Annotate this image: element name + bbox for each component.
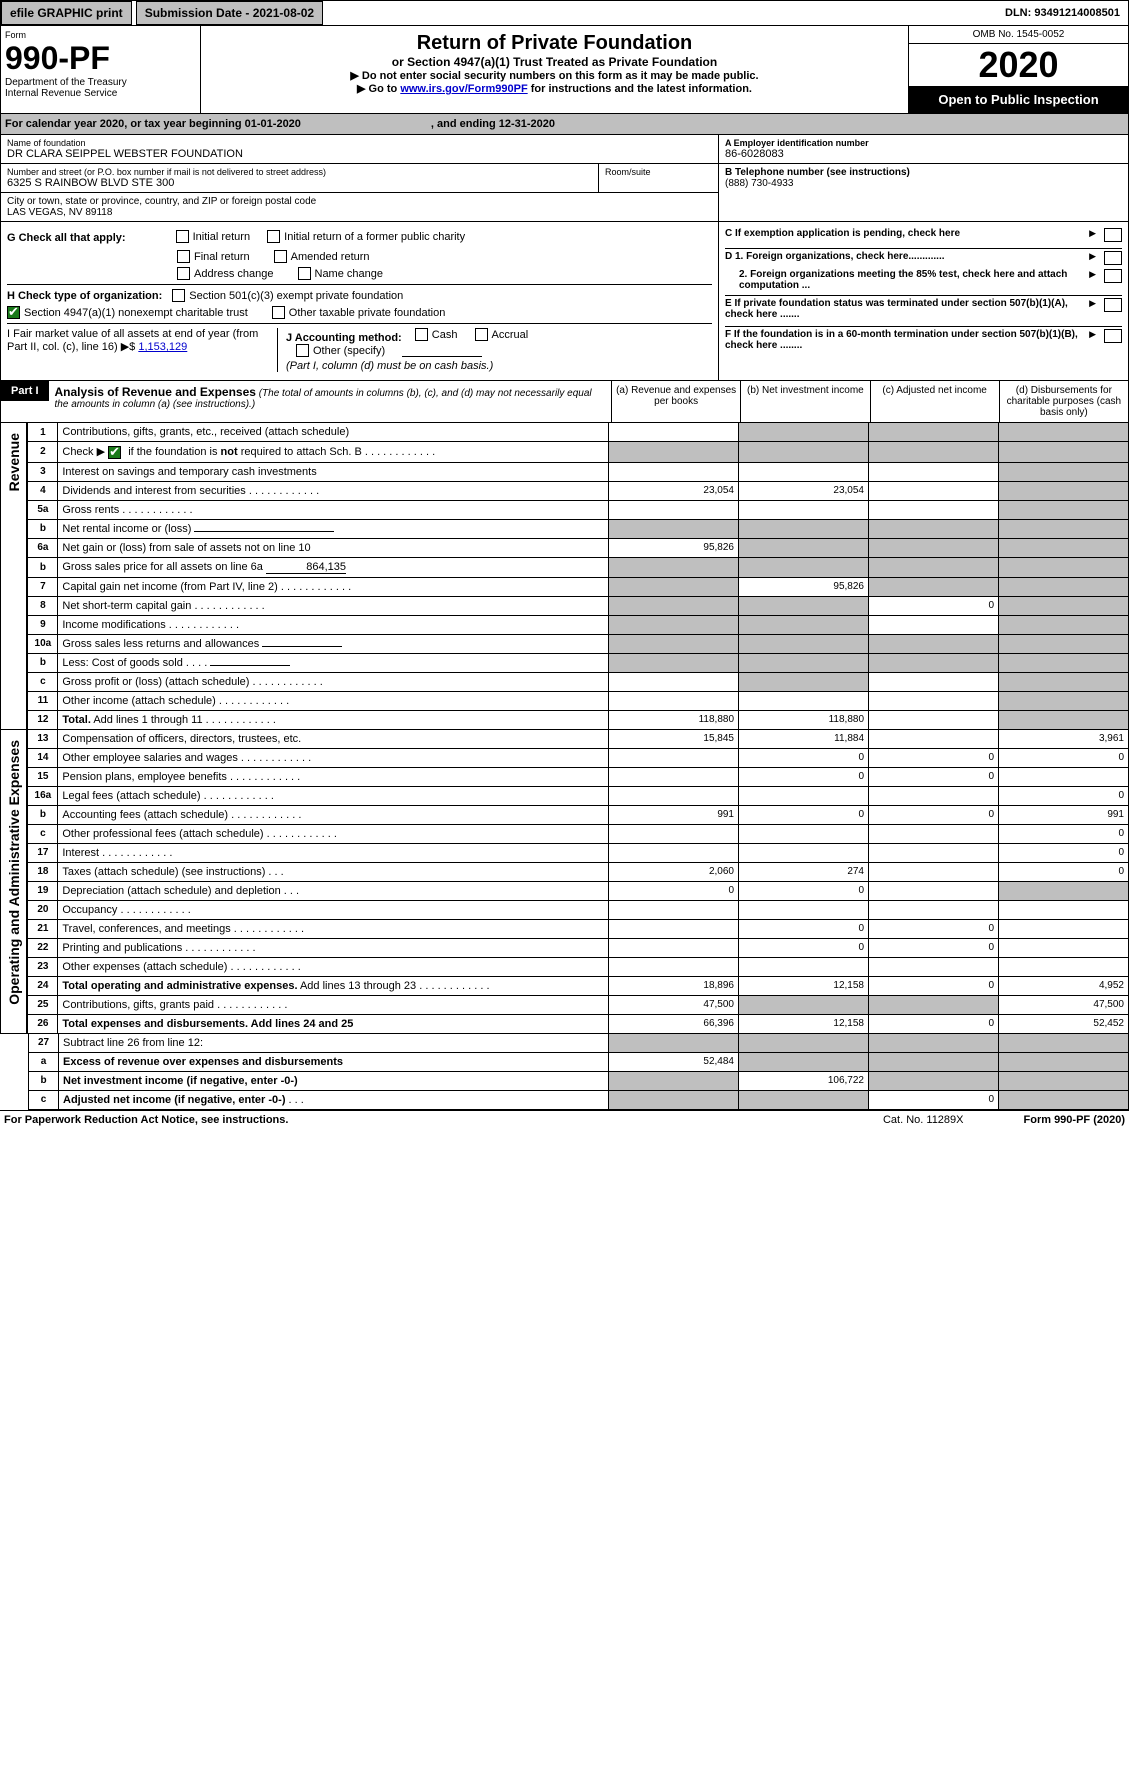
inst-1: ▶ Do not enter social security numbers o…	[350, 70, 758, 82]
footer-mid: Cat. No. 11289X	[883, 1114, 964, 1126]
f-checkbox[interactable]	[1104, 329, 1122, 343]
c-checkbox[interactable]	[1104, 228, 1122, 242]
d1-text: D 1. Foreign organizations, check here..…	[725, 251, 945, 262]
initial-return-checkbox[interactable]	[176, 230, 189, 243]
col-d: (d) Disbursements for charitable purpose…	[999, 381, 1128, 422]
g-label: G Check all that apply:	[7, 232, 126, 244]
inst-2-pre: ▶ Go to	[357, 83, 400, 95]
part1-label: Part I	[1, 381, 49, 401]
part1-header: Part I Analysis of Revenue and Expenses …	[0, 381, 1129, 423]
addr-label: Number and street (or P.O. box number if…	[7, 167, 592, 177]
initial-former-checkbox[interactable]	[267, 230, 280, 243]
tel-label: B Telephone number (see instructions)	[725, 167, 910, 178]
final-return-checkbox[interactable]	[177, 250, 190, 263]
revenue-section: Revenue 1Contributions, gifts, grants, e…	[0, 423, 1129, 730]
opex-table: 13Compensation of officers, directors, t…	[27, 730, 1129, 1034]
line27-table: 27Subtract line 26 from line 12: aExcess…	[28, 1034, 1129, 1110]
inst-2-post: for instructions and the latest informat…	[528, 83, 752, 95]
dept: Department of the Treasury	[5, 77, 196, 88]
form-subtitle: or Section 4947(a)(1) Trust Treated as P…	[211, 55, 898, 69]
footer-left: For Paperwork Reduction Act Notice, see …	[4, 1114, 288, 1126]
city-label: City or town, state or province, country…	[7, 196, 712, 207]
501c3-checkbox[interactable]	[172, 289, 185, 302]
other-method-checkbox[interactable]	[296, 344, 309, 357]
ein-label: A Employer identification number	[725, 138, 869, 148]
page-footer: For Paperwork Reduction Act Notice, see …	[0, 1110, 1129, 1129]
footer-right: Form 990-PF (2020)	[1024, 1114, 1126, 1126]
opex-section: Operating and Administrative Expenses 13…	[0, 730, 1129, 1034]
cal-year-pre: For calendar year 2020, or tax year begi…	[5, 118, 301, 130]
name-change-checkbox[interactable]	[298, 267, 311, 280]
cash-checkbox[interactable]	[415, 328, 428, 341]
omb: OMB No. 1545-0052	[909, 26, 1128, 44]
form-title: Return of Private Foundation	[211, 32, 898, 55]
top-bar: efile GRAPHIC print Submission Date - 20…	[0, 0, 1129, 26]
e-checkbox[interactable]	[1104, 298, 1122, 312]
d1-checkbox[interactable]	[1104, 251, 1122, 265]
d2-text: 2. Foreign organizations meeting the 85%…	[739, 269, 1067, 291]
open-inspection: Open to Public Inspection	[909, 86, 1128, 113]
city: LAS VEGAS, NV 89118	[7, 207, 712, 218]
fmv-value[interactable]: 1,153,129	[138, 341, 187, 353]
d2-checkbox[interactable]	[1104, 269, 1122, 283]
f-text: F If the foundation is in a 60-month ter…	[725, 329, 1078, 351]
form-header: Form 990-PF Department of the Treasury I…	[0, 26, 1129, 114]
cal-year-mid: , and ending 12-31-2020	[431, 118, 555, 130]
opex-label: Operating and Administrative Expenses	[6, 730, 22, 1015]
telephone: (888) 730-4933	[725, 178, 1122, 189]
form-number: 990-PF	[5, 40, 196, 77]
i-label: I Fair market value of all assets at end…	[7, 328, 258, 353]
col-b: (b) Net investment income	[740, 381, 869, 422]
4947-checkbox[interactable]	[7, 306, 20, 319]
name-label: Name of foundation	[7, 138, 712, 148]
form-link[interactable]: www.irs.gov/Form990PF	[400, 83, 527, 95]
other-taxable-checkbox[interactable]	[272, 306, 285, 319]
irs: Internal Revenue Service	[5, 88, 196, 99]
j-note: (Part I, column (d) must be on cash basi…	[286, 360, 493, 372]
address-change-checkbox[interactable]	[177, 267, 190, 280]
amended-return-checkbox[interactable]	[274, 250, 287, 263]
info-grid: Name of foundation DR CLARA SEIPPEL WEBS…	[0, 135, 1129, 222]
submission-date: Submission Date - 2021-08-02	[136, 1, 323, 25]
accrual-checkbox[interactable]	[475, 328, 488, 341]
schb-checkbox[interactable]	[108, 446, 121, 459]
efile-button[interactable]: efile GRAPHIC print	[1, 1, 132, 25]
h-label: H Check type of organization:	[7, 290, 162, 302]
checkbox-grid: G Check all that apply: Initial return I…	[0, 222, 1129, 381]
part1-title: Analysis of Revenue and Expenses	[55, 385, 256, 399]
col-c: (c) Adjusted net income	[870, 381, 999, 422]
ein: 86-6028083	[725, 148, 1122, 160]
col-a: (a) Revenue and expenses per books	[611, 381, 740, 422]
foundation-name: DR CLARA SEIPPEL WEBSTER FOUNDATION	[7, 148, 712, 160]
tax-year: 2020	[909, 44, 1128, 86]
j-label: J Accounting method:	[286, 332, 402, 344]
calendar-year-row: For calendar year 2020, or tax year begi…	[0, 114, 1129, 135]
dln: DLN: 93491214008501	[997, 3, 1128, 23]
e-text: E If private foundation status was termi…	[725, 298, 1068, 320]
revenue-table: 1Contributions, gifts, grants, etc., rec…	[27, 423, 1129, 730]
form-label: Form	[5, 30, 196, 40]
room-label: Room/suite	[605, 167, 712, 177]
c-text: C If exemption application is pending, c…	[725, 228, 960, 239]
revenue-label: Revenue	[6, 423, 22, 501]
address: 6325 S RAINBOW BLVD STE 300	[7, 177, 592, 189]
